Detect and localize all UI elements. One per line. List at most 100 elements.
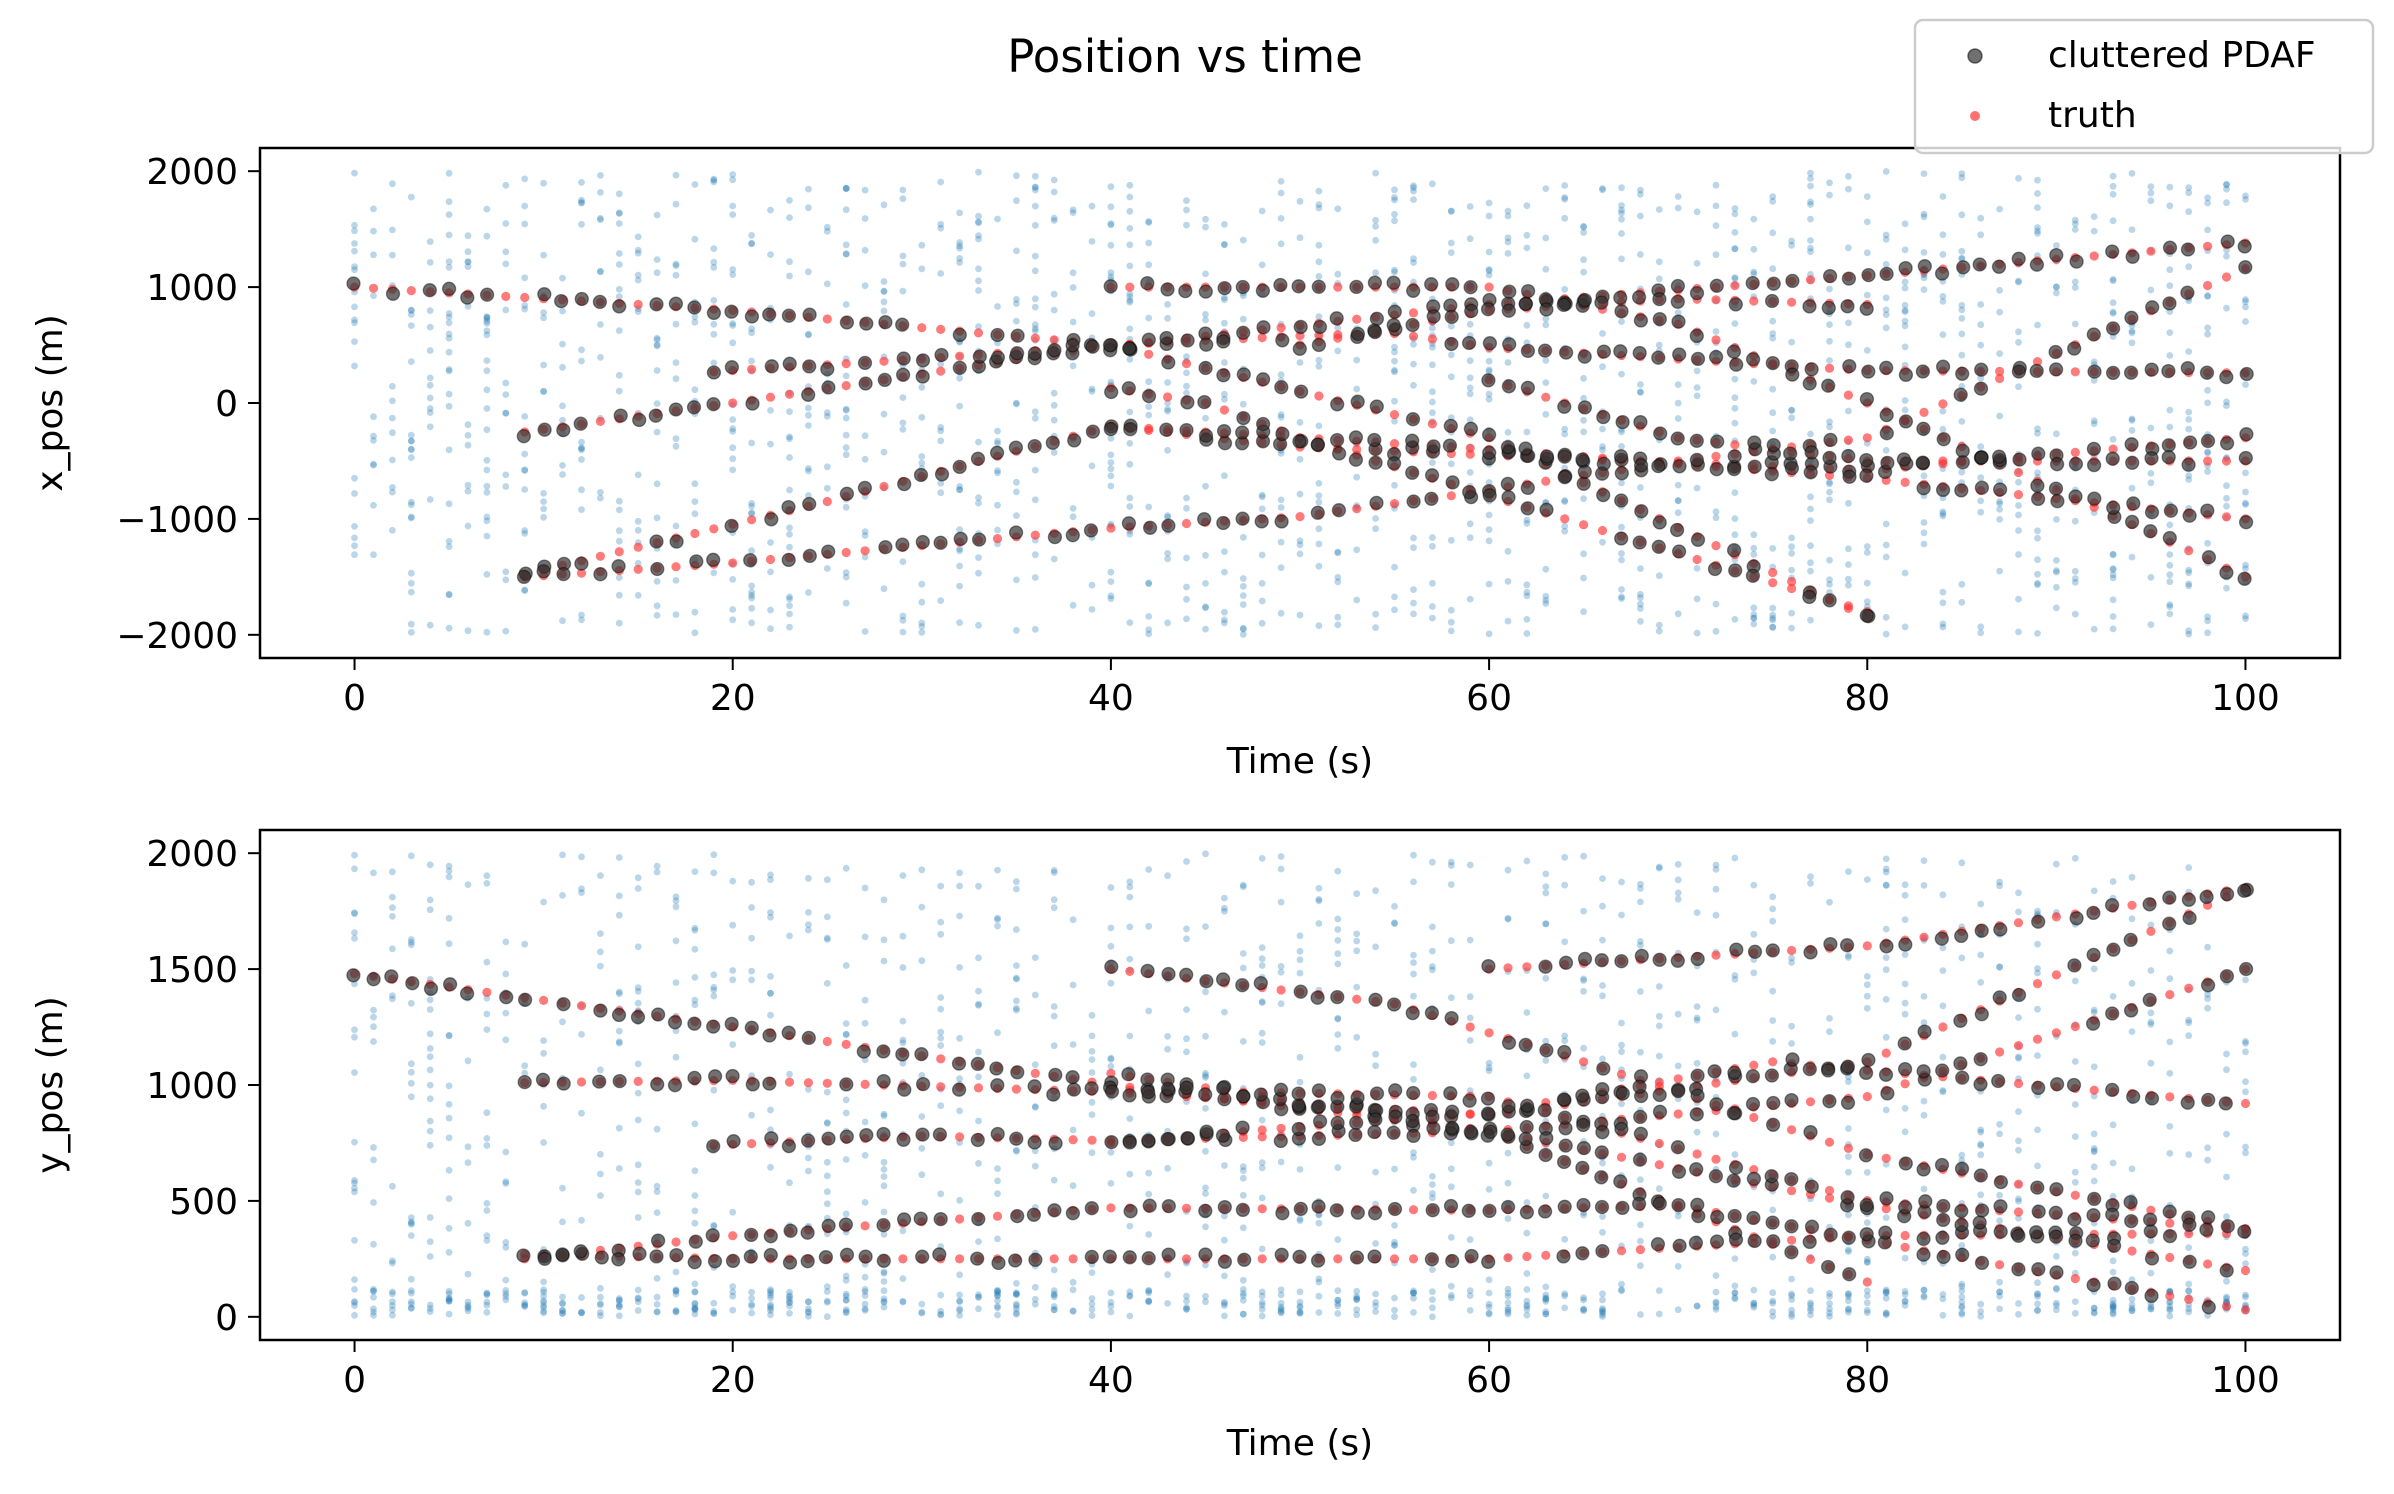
clutter-point [1315, 1275, 1323, 1283]
clutter-point [1788, 1306, 1795, 1314]
truth-point [1900, 477, 1910, 487]
clutter-point [1637, 1221, 1644, 1229]
clutter-point [691, 498, 699, 505]
estimate-point [1802, 376, 1817, 391]
clutter-point [1863, 992, 1871, 1000]
clutter-point [1258, 1116, 1266, 1124]
clutter-point [2053, 1252, 2060, 1260]
truth-point [2184, 546, 2194, 556]
clutter-point [407, 628, 415, 636]
clutter-point [1429, 459, 1436, 466]
clutter-point [1088, 606, 1096, 613]
clutter-point [1258, 505, 1266, 513]
estimate-point [1161, 355, 1176, 370]
clutter-point [1901, 220, 1909, 228]
clutter-point [445, 402, 453, 410]
clutter-point [1429, 923, 1436, 931]
clutter-point [1107, 472, 1115, 480]
clutter-point [918, 383, 926, 391]
clutter-point [842, 301, 850, 308]
clutter-point [767, 568, 774, 576]
clutter-point [672, 893, 680, 901]
clutter-point [2015, 1300, 2022, 1307]
clutter-point [1296, 611, 1304, 619]
clutter-point [2204, 629, 2212, 637]
clutter-point [1429, 947, 1436, 955]
clutter-point [1845, 319, 1852, 327]
clutter-point [1882, 231, 1890, 239]
clutter-point [880, 957, 888, 965]
clutter-point [426, 394, 434, 402]
clutter-point [1239, 1296, 1247, 1304]
clutter-point [1731, 375, 1739, 383]
clutter-point [597, 1301, 604, 1309]
clutter-point [956, 619, 963, 627]
clutter-point [1013, 926, 1020, 933]
clutter-point [2109, 172, 2117, 180]
clutter-point [426, 621, 434, 629]
clutter-point [1258, 1299, 1266, 1306]
clutter-point [1088, 1111, 1096, 1118]
estimate-point [1067, 433, 1082, 448]
clutter-point [1618, 593, 1625, 601]
clutter-point [880, 448, 888, 456]
clutter-point [1334, 926, 1342, 933]
clutter-point [578, 611, 585, 619]
clutter-point [1901, 397, 1909, 404]
truth-point [898, 1254, 908, 1264]
estimate-point [2162, 240, 2178, 255]
clutter-point [1258, 1039, 1266, 1046]
clutter-point [426, 1081, 434, 1089]
clutter-point [2109, 190, 2117, 198]
estimate-point [648, 408, 663, 423]
clutter-point [861, 884, 869, 892]
clutter-point [956, 209, 963, 217]
truth-point [2089, 251, 2099, 261]
clutter-point [445, 873, 453, 881]
clutter-point [2071, 610, 2079, 618]
clutter-point [1353, 1311, 1361, 1319]
clutter-point [691, 480, 699, 488]
clutter-point [994, 1311, 1001, 1319]
clutter-point [1845, 244, 1852, 252]
clutter-point [975, 232, 982, 240]
estimate-point [1613, 290, 1628, 305]
clutter-point [710, 175, 718, 183]
clutter-point [521, 586, 529, 594]
clutter-point [559, 1309, 566, 1317]
clutter-point [1693, 629, 1701, 637]
clutter-point [634, 1089, 642, 1097]
clutter-point [1788, 406, 1795, 414]
truth-point [2221, 1301, 2232, 1311]
clutter-point [1920, 1185, 1928, 1193]
clutter-point [1277, 898, 1285, 906]
clutter-point [1580, 1044, 1587, 1052]
clutter-point [1561, 214, 1569, 222]
truth-point [1824, 363, 1835, 373]
clutter-point [1485, 199, 1493, 207]
clutter-point [426, 374, 434, 382]
clutter-point [1372, 887, 1379, 895]
clutter-point [2185, 1151, 2193, 1158]
clutter-point [1731, 1255, 1739, 1262]
clutter-point [1618, 523, 1625, 531]
clutter-point [1126, 262, 1134, 270]
clutter-point [1410, 586, 1417, 593]
clutter-point [2204, 448, 2212, 456]
clutter-point [653, 1308, 661, 1316]
truth-point [879, 481, 889, 492]
clutter-point [672, 979, 680, 986]
clutter-point [1239, 292, 1247, 300]
clutter-point [426, 1053, 434, 1061]
clutter-point [2034, 940, 2041, 948]
clutter-point [805, 589, 812, 596]
clutter-point [370, 1240, 377, 1248]
clutter-point [1580, 977, 1587, 984]
clutter-point [2166, 578, 2174, 586]
clutter-point [1202, 1298, 1209, 1306]
truth-point [1541, 476, 1551, 486]
clutter-point [1788, 414, 1795, 422]
clutter-point [1788, 1296, 1795, 1303]
clutter-point [1447, 937, 1455, 945]
clutter-point [1429, 180, 1436, 188]
